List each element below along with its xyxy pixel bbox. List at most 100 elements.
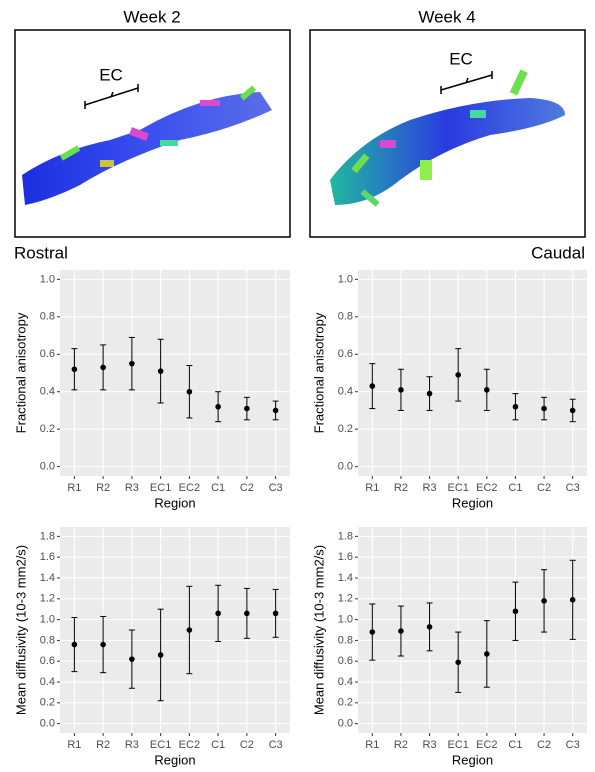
orientation-label: Caudal [531,243,585,262]
x-tick-label: C3 [269,739,283,751]
image-title: Week 2 [123,7,180,26]
x-tick-label: R3 [125,482,139,494]
point [541,598,547,604]
point [215,610,221,617]
point [244,405,250,412]
x-tick-label: R2 [394,482,408,494]
y-tick-label: 0.0 [338,461,353,473]
x-tick-label: EC2 [179,482,200,494]
x-axis-label: Region [154,752,195,767]
y-tick-label: 1.2 [40,593,55,605]
point [272,407,279,414]
plot-panel [358,270,587,476]
image-title: Week 4 [418,7,475,26]
x-tick-label: R3 [125,739,139,751]
point [157,368,164,374]
y-tick-label: 1.6 [40,551,55,563]
y-tick-label: 0.6 [40,348,55,360]
y-tick-label: 0.8 [338,311,353,323]
point [541,405,547,412]
x-tick-label: EC2 [476,482,497,494]
x-tick-label: C1 [211,482,225,494]
x-tick-label: R2 [96,482,110,494]
point [369,629,376,635]
y-tick-label: 1.2 [338,593,353,605]
y-tick-label: 0.4 [40,676,55,688]
point [569,597,576,603]
y-tick-label: 0.2 [40,423,55,435]
point [71,366,78,373]
x-axis-label: Region [452,495,493,510]
x-tick-label: R2 [394,739,408,751]
y-axis-label: Mean diffusivity (10-3 mm2/s) [13,545,28,715]
y-tick-label: 1.4 [40,572,55,584]
x-tick-label: C2 [537,739,551,751]
point [484,387,490,393]
y-tick-label: 1.0 [338,273,353,285]
image-panel-left [14,29,291,238]
y-tick-label: 0.6 [338,655,353,667]
x-tick-label: C2 [240,739,254,751]
y-tick-label: 1.4 [338,572,353,584]
point [129,360,135,367]
point [157,652,164,658]
y-tick-label: 1.8 [40,530,55,542]
x-tick-label: C1 [508,739,522,751]
y-tick-label: 1.8 [338,530,353,542]
x-tick-label: C2 [240,482,254,494]
y-tick-label: 0.4 [338,676,353,688]
x-tick-label: C1 [211,739,225,751]
point [71,641,78,648]
y-tick-label: 0.2 [40,697,55,709]
plot-panel [60,527,290,733]
point [100,364,106,371]
y-axis-label: Mean diffusivity (10-3 mm2/s) [311,545,326,715]
point [100,641,106,648]
y-tick-label: 1.6 [338,551,353,563]
x-tick-label: R1 [67,482,81,494]
y-tick-label: 0.4 [338,386,353,398]
point [455,659,461,666]
point [369,383,376,389]
x-tick-label: R2 [96,739,110,751]
x-tick-label: R1 [365,482,379,494]
x-tick-label: EC1 [447,739,468,751]
y-tick-label: 0.6 [40,655,55,667]
point [215,403,221,410]
y-tick-label: 0.8 [338,634,353,646]
plot-panel [358,527,587,733]
image-panel-right [309,29,586,238]
x-tick-label: R3 [423,482,437,494]
point [512,608,519,615]
point [398,387,404,393]
x-axis-label: Region [154,495,195,510]
y-axis-label: Fractional anisotropy [13,312,28,433]
x-tick-label: EC1 [447,482,468,494]
plot-panel [60,270,290,476]
point [129,656,135,662]
point [455,372,461,378]
point [398,628,404,634]
point [512,403,519,410]
x-tick-label: R1 [365,739,379,751]
y-tick-label: 0.6 [338,348,353,360]
point [426,624,433,630]
y-tick-label: 0.2 [338,697,353,709]
x-tick-label: C3 [566,739,580,751]
x-tick-label: C3 [269,482,283,494]
x-tick-label: EC1 [150,482,171,494]
y-tick-label: 0.0 [40,461,55,473]
orientation-label: Rostral [14,243,68,262]
y-tick-label: 0.0 [338,718,353,730]
point [484,651,490,657]
x-tick-label: EC1 [150,739,171,751]
y-tick-label: 0.2 [338,423,353,435]
point [272,610,279,617]
y-tick-label: 0.4 [40,386,55,398]
point [244,610,250,617]
region-label: EC [99,65,123,84]
x-tick-label: C2 [537,482,551,494]
x-tick-label: R3 [423,739,437,751]
